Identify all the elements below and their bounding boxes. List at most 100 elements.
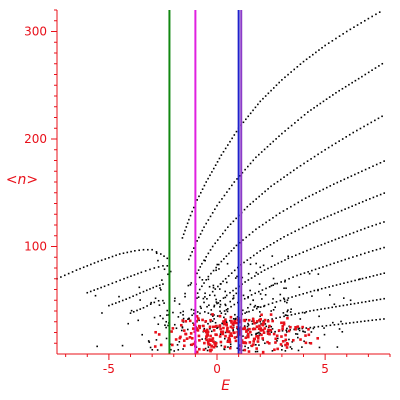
x-tick-label: 0 xyxy=(213,362,221,376)
curve-point-7 xyxy=(209,249,212,251)
curve-point-9 xyxy=(347,206,350,209)
highlight-point xyxy=(256,334,260,338)
highlight-point xyxy=(205,328,209,332)
highlight-point xyxy=(170,330,173,333)
curve-point-9 xyxy=(222,280,224,283)
curve-point-6 xyxy=(319,102,322,105)
curve-point-2 xyxy=(118,300,121,303)
cloud-point xyxy=(297,336,299,339)
cloud-point xyxy=(202,297,205,300)
curve-point-8 xyxy=(255,228,257,231)
curve-point-9 xyxy=(383,192,386,194)
curve-point-12 xyxy=(376,274,378,276)
cloud-point xyxy=(182,348,184,350)
curve-point-6 xyxy=(244,168,246,171)
curve-point-13 xyxy=(271,318,273,320)
cloud-point xyxy=(192,322,194,324)
curve-point-6 xyxy=(316,104,318,107)
curve-point-0 xyxy=(163,255,165,257)
curve-point-5 xyxy=(353,26,355,28)
cloud-point xyxy=(130,309,133,312)
highlight-point xyxy=(188,336,192,339)
curve-point-7 xyxy=(264,190,266,193)
curve-point-11 xyxy=(360,253,362,256)
highlight-point xyxy=(261,328,265,332)
curve-point-6 xyxy=(203,226,205,228)
cloud-point xyxy=(276,337,279,340)
curve-point-12 xyxy=(298,294,301,296)
curve-point-12 xyxy=(283,298,286,301)
curve-point-12 xyxy=(320,287,323,290)
curve-point-10 xyxy=(284,259,286,261)
cloud-point xyxy=(268,330,270,333)
curve-point-14 xyxy=(383,318,385,320)
curve-point-7 xyxy=(363,125,365,128)
curve-point-8 xyxy=(286,208,288,210)
curve-point-5 xyxy=(188,218,190,221)
curve-point-8 xyxy=(336,181,339,184)
curve-point-9 xyxy=(376,195,378,197)
highlight-point xyxy=(206,333,209,336)
curve-point-6 xyxy=(192,247,195,249)
curve-point-12 xyxy=(248,310,250,313)
curve-point-10 xyxy=(360,229,362,231)
curve-point-13 xyxy=(331,306,334,309)
cloud-point xyxy=(216,263,219,266)
curve-point-14 xyxy=(317,325,320,328)
curve-point-0 xyxy=(147,248,149,251)
curve-point-7 xyxy=(338,140,340,142)
cloud-point xyxy=(218,268,220,270)
curve-point-9 xyxy=(217,285,219,288)
curve-point-2 xyxy=(135,293,138,296)
curve-point-1 xyxy=(133,274,136,276)
curve-point-11 xyxy=(250,294,253,296)
curve-point-8 xyxy=(304,197,307,199)
curve-point-13 xyxy=(301,311,304,314)
cloud-point xyxy=(235,292,238,295)
cloud-point xyxy=(199,305,202,308)
cloud-point xyxy=(161,279,163,281)
cloud-point xyxy=(157,323,160,326)
highlight-point xyxy=(232,323,235,326)
curve-point-8 xyxy=(233,247,235,249)
curve-point-7 xyxy=(296,167,298,169)
highlight-point xyxy=(211,313,214,316)
highlight-point xyxy=(232,321,236,325)
highlight-point xyxy=(260,313,263,317)
curve-point-11 xyxy=(325,264,328,267)
curve-point-5 xyxy=(181,237,184,239)
curve-point-8 xyxy=(301,199,303,202)
curve-point-10 xyxy=(383,221,385,223)
highlight-point xyxy=(253,321,256,325)
cloud-point xyxy=(285,331,288,333)
highlight-point xyxy=(259,327,263,330)
cloud-point xyxy=(187,318,189,320)
highlight-point xyxy=(259,318,262,321)
curve-point-14 xyxy=(375,319,377,321)
cloud-point xyxy=(289,311,292,313)
curve-point-10 xyxy=(287,257,290,260)
cloud-point xyxy=(282,297,285,300)
cloud-point xyxy=(272,309,275,311)
curve-point-8 xyxy=(372,165,374,167)
highlight-point xyxy=(218,324,222,327)
curve-point-12 xyxy=(309,290,312,293)
cloud-point xyxy=(172,311,174,314)
highlight-point xyxy=(274,341,277,344)
curve-point-8 xyxy=(275,214,278,217)
curve-point-9 xyxy=(206,298,208,300)
curve-point-5 xyxy=(290,71,292,73)
cloud-point xyxy=(289,346,292,348)
curve-point-2 xyxy=(149,288,151,290)
cloud-point xyxy=(281,349,283,351)
curve-point-5 xyxy=(278,81,280,84)
curve-point-0 xyxy=(79,267,81,270)
curve-point-5 xyxy=(229,140,231,143)
curve-point-5 xyxy=(235,130,238,133)
curve-point-12 xyxy=(328,286,330,288)
highlight-point xyxy=(208,343,212,347)
curve-point-1 xyxy=(137,272,139,275)
curve-point-0 xyxy=(104,258,107,260)
cloud-point xyxy=(249,289,251,292)
